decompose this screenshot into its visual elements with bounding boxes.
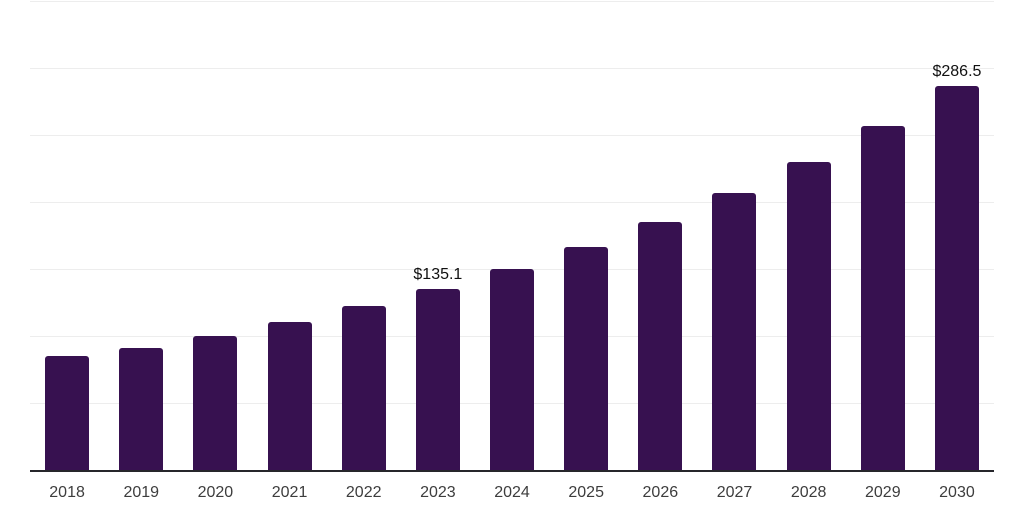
bar-column-2022	[327, 1, 401, 470]
bar-column-2025	[549, 1, 623, 470]
x-tick-label-2026: 2026	[642, 484, 679, 501]
bar-2024	[490, 268, 535, 470]
x-tick-label-2021: 2021	[271, 484, 308, 501]
x-axis-line	[30, 470, 994, 472]
bar-column-2021	[252, 1, 326, 470]
bar-value-label-2030: $286.5	[932, 63, 982, 81]
x-tick-label-2029: 2029	[865, 484, 901, 501]
bar-2022	[341, 305, 386, 470]
bar-2029	[860, 126, 905, 470]
x-tick-label-2030: 2030	[939, 484, 975, 501]
x-axis-tick-labels: 2018 2019 2020 2021 2022 2023 2024 2025 2026 2027…	[30, 484, 994, 502]
bar-2026	[638, 221, 683, 470]
bar-2020	[193, 335, 238, 470]
x-tick-label-2025: 2025	[568, 484, 604, 501]
bar-column-2027	[697, 1, 771, 470]
x-tick-label-2027: 2027	[716, 484, 753, 501]
bar-2018	[45, 355, 90, 470]
gridline-200	[30, 202, 994, 203]
bar-column-2019	[104, 1, 178, 470]
x-tick-label-2020: 2020	[197, 484, 234, 501]
x-tick-label-2024: 2024	[494, 484, 530, 501]
bar-column-2028	[772, 1, 846, 470]
gridline-250	[30, 135, 994, 136]
bar-2027	[712, 193, 757, 470]
x-tick-label-2019: 2019	[123, 484, 160, 501]
bar-column-2030: $286.5	[920, 1, 994, 470]
bar-column-2023: $135.1	[401, 1, 475, 470]
bar-value-label-2023: $135.1	[413, 266, 463, 283]
x-tick-label-2018: 2018	[49, 484, 85, 501]
bar-column-2018	[30, 1, 104, 470]
bar-column-2029	[846, 1, 920, 470]
bar-column-2020	[178, 1, 252, 470]
plot-area: $135.1 $286.5	[30, 1, 994, 472]
gridline-350	[30, 1, 994, 2]
gridline-300	[30, 68, 994, 69]
x-tick-label-2023: 2023	[420, 484, 456, 501]
x-tick-label-2028: 2028	[790, 484, 827, 501]
bar-2021	[267, 321, 312, 470]
bar-2028	[786, 162, 831, 470]
bar-2030	[934, 86, 979, 470]
x-tick-label-2022: 2022	[345, 484, 382, 501]
bar-2025	[564, 246, 609, 470]
bar-column-2026	[623, 1, 697, 470]
bar-2019	[119, 347, 164, 470]
bar-2023	[415, 289, 460, 470]
bar-column-2024	[475, 1, 549, 470]
bars-container: $135.1 $286.5	[30, 1, 994, 470]
